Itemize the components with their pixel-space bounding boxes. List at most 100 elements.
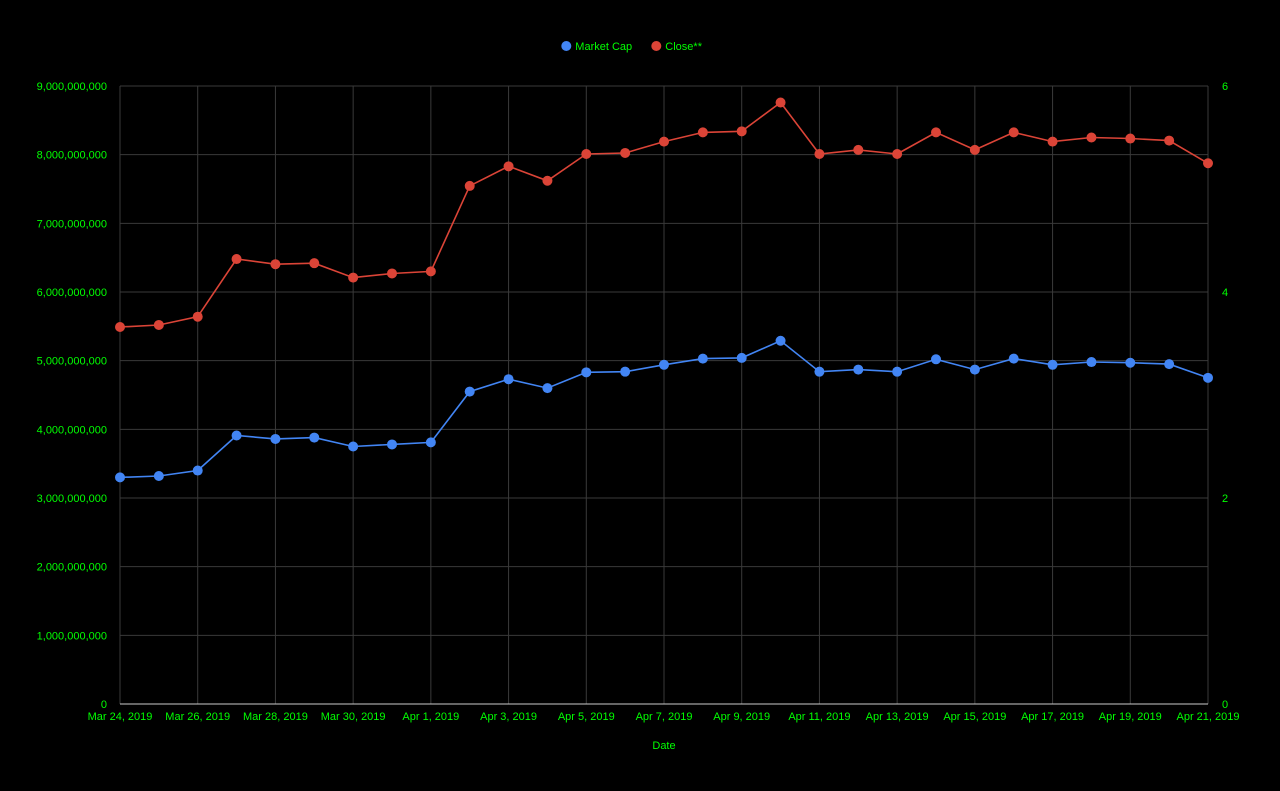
- y-left-tick-label: 8,000,000,000: [37, 150, 107, 162]
- data-point[interactable]: [348, 272, 359, 283]
- y-left-tick-label: 7,000,000,000: [37, 218, 107, 230]
- legend: Market Cap Close**: [561, 41, 703, 53]
- data-point[interactable]: [814, 366, 825, 377]
- data-point[interactable]: [892, 148, 903, 159]
- data-point[interactable]: [1086, 357, 1097, 368]
- data-point[interactable]: [853, 364, 864, 375]
- data-point[interactable]: [581, 367, 592, 378]
- legend-item[interactable]: Market Cap: [561, 41, 632, 53]
- x-tick-label: Apr 19, 2019: [1099, 711, 1162, 723]
- data-point[interactable]: [231, 430, 242, 441]
- legend-item[interactable]: Close**: [651, 41, 703, 53]
- y-left-tick-label: 9,000,000,000: [37, 81, 107, 93]
- data-point[interactable]: [814, 148, 825, 159]
- data-point[interactable]: [659, 359, 669, 370]
- data-point[interactable]: [892, 366, 903, 377]
- data-point[interactable]: [1008, 353, 1019, 364]
- data-point[interactable]: [542, 175, 553, 186]
- data-point[interactable]: [153, 471, 164, 482]
- data-point[interactable]: [581, 148, 592, 159]
- data-point[interactable]: [192, 311, 203, 322]
- data-point[interactable]: [503, 161, 514, 172]
- data-point[interactable]: [969, 144, 980, 155]
- data-point[interactable]: [736, 352, 747, 363]
- y-left-tick-label: 1,000,000,000: [37, 630, 107, 642]
- x-tick-label: Mar 26, 2019: [165, 711, 230, 723]
- y-right-tick-label: 6: [1222, 81, 1228, 93]
- y-left-tick-label: 4,000,000,000: [37, 424, 107, 436]
- legend-marker: [561, 41, 572, 51]
- data-point[interactable]: [659, 136, 669, 147]
- data-point[interactable]: [387, 268, 397, 279]
- data-point[interactable]: [231, 254, 242, 265]
- legend-marker: [651, 41, 662, 51]
- data-point[interactable]: [1164, 135, 1175, 146]
- y-right-tick-label: 2: [1222, 493, 1228, 505]
- data-point[interactable]: [425, 437, 436, 448]
- data-point[interactable]: [736, 126, 747, 137]
- data-point[interactable]: [853, 144, 864, 155]
- data-point[interactable]: [969, 364, 980, 375]
- y-right-tick-label: 4: [1222, 287, 1228, 299]
- data-point[interactable]: [309, 258, 320, 269]
- data-point[interactable]: [348, 441, 359, 452]
- series-1: [115, 97, 1213, 333]
- data-point[interactable]: [387, 439, 397, 450]
- data-point[interactable]: [620, 366, 631, 377]
- x-tick-label: Mar 30, 2019: [321, 711, 386, 723]
- data-point[interactable]: [1008, 127, 1019, 138]
- series: [115, 97, 1213, 483]
- data-point[interactable]: [1047, 136, 1058, 147]
- series-0: [115, 335, 1213, 483]
- data-point[interactable]: [270, 433, 281, 444]
- data-point[interactable]: [620, 147, 631, 158]
- legend-label: Market Cap: [575, 41, 632, 53]
- y-left-tick-label: 2,000,000,000: [37, 562, 107, 574]
- data-point[interactable]: [775, 335, 786, 346]
- data-point[interactable]: [192, 465, 203, 476]
- data-point[interactable]: [464, 386, 475, 397]
- x-tick-label: Mar 24, 2019: [88, 711, 153, 723]
- grid: [119, 85, 1209, 704]
- data-point[interactable]: [270, 259, 281, 270]
- x-tick-label: Mar 28, 2019: [243, 711, 308, 723]
- y-left-tick-label: 0: [101, 699, 107, 711]
- data-point[interactable]: [115, 472, 125, 483]
- legend-label: Close**: [665, 41, 702, 53]
- data-point[interactable]: [503, 374, 514, 385]
- x-tick-label: Apr 5, 2019: [558, 711, 615, 723]
- data-point[interactable]: [115, 322, 125, 333]
- data-point[interactable]: [1047, 359, 1058, 370]
- x-tick-label: Apr 1, 2019: [402, 711, 459, 723]
- x-tick-label: Apr 7, 2019: [636, 711, 693, 723]
- data-point[interactable]: [464, 180, 475, 191]
- data-point[interactable]: [1086, 132, 1097, 143]
- x-axis-title: Date: [652, 740, 675, 752]
- axes: 0 1,000,000,000 2,000,000,000 3,000,000,000…: [37, 81, 1240, 723]
- data-point[interactable]: [931, 354, 941, 365]
- y-left-tick-label: 6,000,000,000: [37, 287, 107, 299]
- data-point[interactable]: [425, 266, 436, 277]
- data-point[interactable]: [1203, 372, 1213, 383]
- data-point[interactable]: [309, 432, 320, 443]
- x-tick-label: Apr 9, 2019: [713, 711, 770, 723]
- data-point[interactable]: [697, 353, 708, 364]
- x-tick-label: Apr 15, 2019: [943, 711, 1006, 723]
- data-point[interactable]: [1164, 359, 1175, 370]
- y-right-tick-label: 0: [1222, 699, 1228, 711]
- data-point[interactable]: [542, 383, 553, 394]
- data-point[interactable]: [1125, 357, 1136, 368]
- y-left-tick-label: 3,000,000,000: [37, 493, 107, 505]
- x-tick-label: Apr 21, 2019: [1177, 711, 1240, 723]
- data-point[interactable]: [697, 127, 708, 138]
- x-tick-label: Apr 17, 2019: [1021, 711, 1084, 723]
- data-point[interactable]: [775, 97, 786, 108]
- x-tick-label: Apr 11, 2019: [788, 711, 850, 723]
- data-point[interactable]: [153, 319, 164, 330]
- data-point[interactable]: [931, 127, 941, 138]
- data-point[interactable]: [1203, 158, 1213, 169]
- data-point[interactable]: [1125, 133, 1136, 144]
- x-tick-label: Apr 3, 2019: [480, 711, 537, 723]
